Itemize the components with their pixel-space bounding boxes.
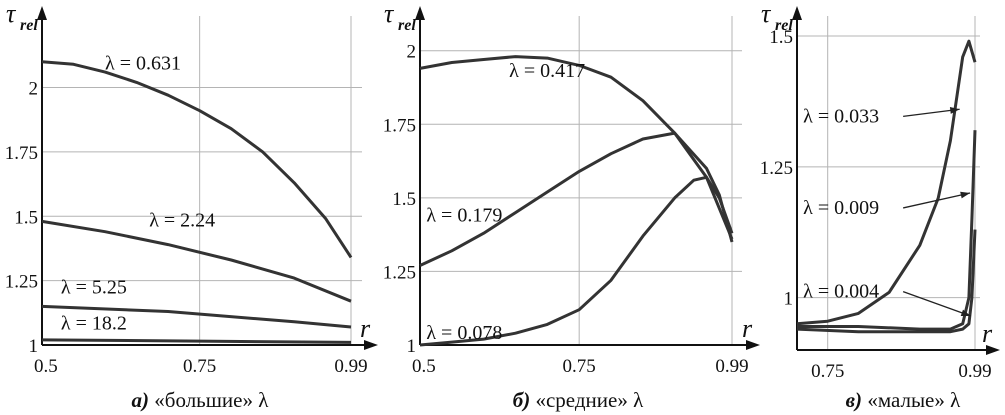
b-ytick-label-0: 1 — [407, 336, 417, 357]
c-ytick-label-1: 1.25 — [760, 158, 793, 179]
c-series-arrow-2 — [902, 291, 971, 317]
b-ytick-label-3: 1.75 — [383, 115, 416, 136]
b-y-axis-label-sub: rel — [398, 17, 416, 34]
a-ytick-label-1: 1.25 — [5, 272, 38, 293]
b-xtick-label-0: 0.5 — [412, 356, 436, 377]
panel-b-medium-lambda: 1 1.25 1.5 1.75 2 0.5 0.75 0.99 τ rel r λ = 0.417 λ … — [383, 0, 760, 412]
c-series-label-1: λ = 0.009 — [803, 197, 879, 219]
c-series-line-2 — [796, 229, 977, 334]
a-y-axis-label-sub: rel — [20, 17, 38, 34]
c-series-arrow-1 — [902, 192, 971, 209]
a-xtick-label-1: 0.75 — [183, 356, 216, 377]
b-series-line-0 — [419, 55, 734, 240]
b-series-line-2 — [419, 175, 734, 347]
a-series-line-1 — [41, 219, 352, 303]
a-series-line-0 — [41, 60, 353, 259]
a-ytick-label-4: 2 — [29, 79, 39, 100]
a-xtick-label-0: 0.5 — [34, 356, 58, 377]
a-x-axis-label: r — [360, 314, 371, 343]
b-series-label-2: λ = 0.078 — [426, 322, 502, 344]
c-series-label-2: λ = 0.004 — [803, 281, 879, 303]
a-series-label-2: λ = 5.25 — [61, 277, 127, 299]
c-x-axis-arrow — [986, 345, 1000, 355]
b-y-axis-label: τ — [384, 0, 395, 28]
a-series-line-3 — [41, 338, 352, 344]
c-y-axis-label-sub: rel — [775, 17, 793, 34]
a-series-label-0: λ = 0.631 — [105, 52, 181, 74]
c-y-axis-arrow — [792, 6, 802, 20]
c-y-axis-label: τ — [761, 0, 772, 28]
a-series-label-3: λ = 18.2 — [61, 313, 127, 335]
b-ytick-label-1: 1.25 — [383, 262, 416, 283]
c-caption-text: «малые» λ — [867, 388, 961, 412]
b-ytick-label-2: 1.5 — [392, 189, 416, 210]
a-x-axis-arrow — [364, 340, 378, 350]
c-caption: в) «малые» λ — [846, 388, 961, 412]
c-series-arrowhead-2 — [960, 309, 971, 317]
a-series-line-2 — [41, 304, 352, 329]
b-caption: б) «средние» λ — [513, 388, 644, 412]
b-x-axis-label: r — [742, 314, 753, 343]
c-x-axis-label: r — [982, 319, 993, 348]
c-series-line-1 — [797, 130, 977, 331]
a-xtick-label-2: 0.99 — [334, 356, 367, 377]
c-series-arrowhead-0 — [949, 107, 960, 114]
b-series-label-0: λ = 0.417 — [509, 60, 585, 82]
a-y-axis-label: τ — [6, 0, 17, 28]
c-series-line-0 — [796, 39, 977, 326]
panel-c-small-lambda: 1 1.25 1.5 0.75 0.99 τ rel r λ = 0.033 λ = 0.009 λ… — [760, 0, 1000, 412]
c-series-arrowhead-1 — [960, 191, 971, 199]
c-series-arrow-0 — [903, 108, 960, 117]
a-ytick-label-3: 1.75 — [5, 143, 38, 164]
a-ytick-label-2: 1.5 — [14, 207, 38, 228]
c-ytick-label-0: 1 — [784, 289, 794, 310]
b-xtick-label-2: 0.99 — [715, 356, 748, 377]
a-caption-text: «большие» λ — [154, 388, 269, 412]
a-ytick-label-0: 1 — [29, 336, 39, 357]
c-caption-letter: в) — [846, 388, 868, 412]
b-y-axis-arrow — [415, 6, 425, 20]
b-caption-text: «средние» λ — [535, 388, 644, 412]
b-x-axis-arrow — [746, 340, 760, 350]
c-ytick-label-2: 1.5 — [769, 27, 793, 48]
panel-a-large-lambda: 1 1.25 1.5 1.75 2 0.5 0.75 0.99 τ rel r λ = 0.631 λ … — [5, 0, 378, 412]
c-series-label-0: λ = 0.033 — [803, 105, 879, 127]
b-series-line-1 — [419, 131, 734, 267]
b-ytick-label-4: 2 — [407, 42, 417, 63]
a-caption: а) «большие» λ — [132, 388, 270, 412]
a-y-axis-arrow — [37, 6, 47, 20]
c-xtick-label-0: 0.75 — [811, 361, 844, 382]
c-xtick-label-1: 0.99 — [958, 361, 991, 382]
a-series-label-1: λ = 2.24 — [149, 210, 215, 232]
b-caption-letter: б) — [513, 388, 536, 412]
b-xtick-label-1: 0.75 — [563, 356, 596, 377]
a-caption-letter: а) — [132, 388, 155, 412]
b-series-label-1: λ = 0.179 — [426, 204, 502, 226]
